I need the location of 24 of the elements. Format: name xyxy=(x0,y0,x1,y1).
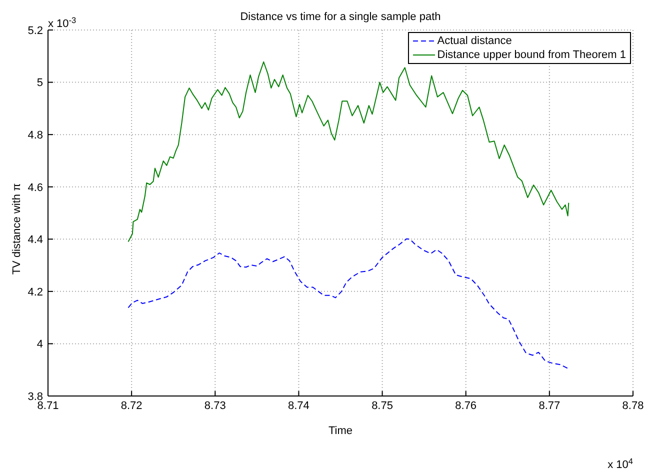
x-tick-label: 8.76 xyxy=(455,400,477,412)
y-tick-label: 4.8 xyxy=(28,129,43,142)
y-tick-label: 4.6 xyxy=(28,182,43,194)
y-tick-label: 5.2 xyxy=(28,24,43,37)
x-tick-label: 8.77 xyxy=(538,400,560,412)
line-series xyxy=(128,61,570,242)
y-tick-label: 4.2 xyxy=(28,286,43,298)
x-tick-label: 8.71 xyxy=(37,400,59,412)
x-axis-title: Time xyxy=(328,425,353,437)
line-series xyxy=(128,238,570,370)
legend-label: Distance upper bound from Theorem 1 xyxy=(437,48,626,62)
x-tick-label: 8.75 xyxy=(372,400,393,412)
x-tick-label: 8.78 xyxy=(622,400,644,412)
y-tick-label: 4 xyxy=(36,338,43,351)
x-tick-label: 8.72 xyxy=(120,400,142,412)
text: x 10$^{4}$ xyxy=(608,456,634,471)
chart-title: Distance vs time for a single sample path xyxy=(240,11,441,23)
x-tick-label: 8.74 xyxy=(288,400,310,412)
annotation: x 10$^{-3}$ xyxy=(48,16,77,30)
y-tick-label: 4.4 xyxy=(28,234,43,246)
y-tick-label: 5 xyxy=(36,77,43,90)
y-axis-title: TV distance with π xyxy=(11,182,23,275)
x-tick-label: 8.73 xyxy=(204,400,226,412)
legend-label: Actual distance xyxy=(437,34,512,48)
